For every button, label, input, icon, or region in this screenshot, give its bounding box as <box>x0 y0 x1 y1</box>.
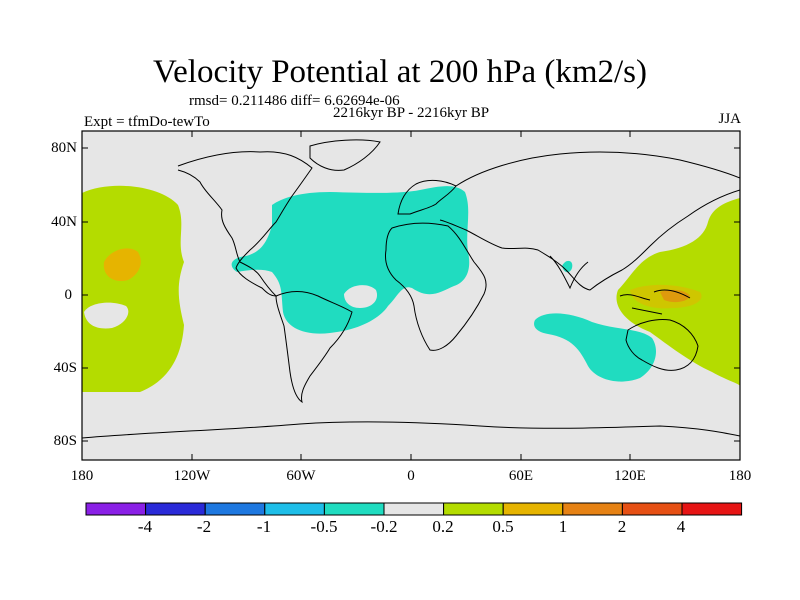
coastlines <box>82 139 740 439</box>
colorbar <box>85 502 743 516</box>
colorbar-swatch <box>443 502 504 516</box>
coastline-australia <box>625 319 699 371</box>
colorbar-label: -0.5 <box>310 517 338 536</box>
lat-label: 40N <box>51 214 77 230</box>
coastline-europe <box>397 179 457 215</box>
lon-label: 0 <box>407 468 415 484</box>
lon-label: 120E <box>614 468 646 484</box>
colorbar-swatch <box>264 502 325 516</box>
experiment-text: Expt = tfmDo-tewTo <box>84 114 210 130</box>
lon-label: 180 <box>728 468 752 484</box>
lon-label: 120W <box>173 468 211 484</box>
lat-label: 40S <box>53 360 77 376</box>
colorbar-label: -4 <box>137 517 153 536</box>
season-text: JJA <box>718 111 741 127</box>
colorbar-swatch <box>323 502 385 516</box>
negative-region-indian-ocean <box>534 313 656 382</box>
coastline-north-america <box>177 151 313 297</box>
colorbar-swatch <box>204 502 266 516</box>
positive-region-east-pacific <box>82 185 184 392</box>
colorbar-swatch <box>562 502 623 516</box>
lat-label: 80N <box>51 140 77 156</box>
negative-region-atlantic-africa <box>231 186 470 334</box>
coastline-india <box>549 255 589 290</box>
stats-text: rmsd= 0.211486 diff= 6.62694e-06 <box>189 93 400 109</box>
colorbar-label: 4 <box>676 517 686 536</box>
colorbar-label: -2 <box>196 517 212 536</box>
lon-label: 60E <box>508 468 534 484</box>
colorbar-swatch <box>502 502 564 516</box>
lat-label: 80S <box>53 433 77 449</box>
coastline-antarctica <box>82 421 740 439</box>
chart-title: Velocity Potential at 200 hPa (km2/s) <box>152 54 648 90</box>
coastline-africa <box>385 222 487 351</box>
colorbar-swatch <box>145 502 206 516</box>
colorbar-swatch <box>681 502 743 516</box>
colorbar-swatch <box>85 502 147 516</box>
period-text: 2216kyr BP - 2216kyr BP <box>332 105 490 121</box>
peak-positive-new-guinea <box>660 289 690 303</box>
colorbar-label: 1 <box>558 517 568 536</box>
axis-ticks <box>82 131 740 460</box>
colorbar-label: -1 <box>256 517 272 536</box>
colorbar-swatch <box>621 502 683 516</box>
neutral-hole-tropical-atlantic <box>344 285 378 308</box>
colorbar-label: 0.5 <box>492 517 514 536</box>
coastline-greenland <box>309 139 381 171</box>
colorbar-swatch <box>383 502 445 516</box>
lon-label: 60W <box>286 468 316 484</box>
strong-positive-east-pacific <box>103 248 141 282</box>
colorbar-label: -0.2 <box>370 517 398 536</box>
negative-region-arabian-sea <box>562 260 573 273</box>
colorbar-label: 2 <box>617 517 627 536</box>
coastline-south-america <box>275 291 353 404</box>
coastline-maritime-continent <box>619 289 691 315</box>
lon-label: 180 <box>70 468 94 484</box>
coastline-eurasia <box>439 151 740 291</box>
lat-label: 0 <box>64 287 73 303</box>
colorbar-label: 0.2 <box>432 517 454 536</box>
neutral-hole-east-pacific <box>84 302 129 329</box>
map-panel <box>82 131 740 460</box>
